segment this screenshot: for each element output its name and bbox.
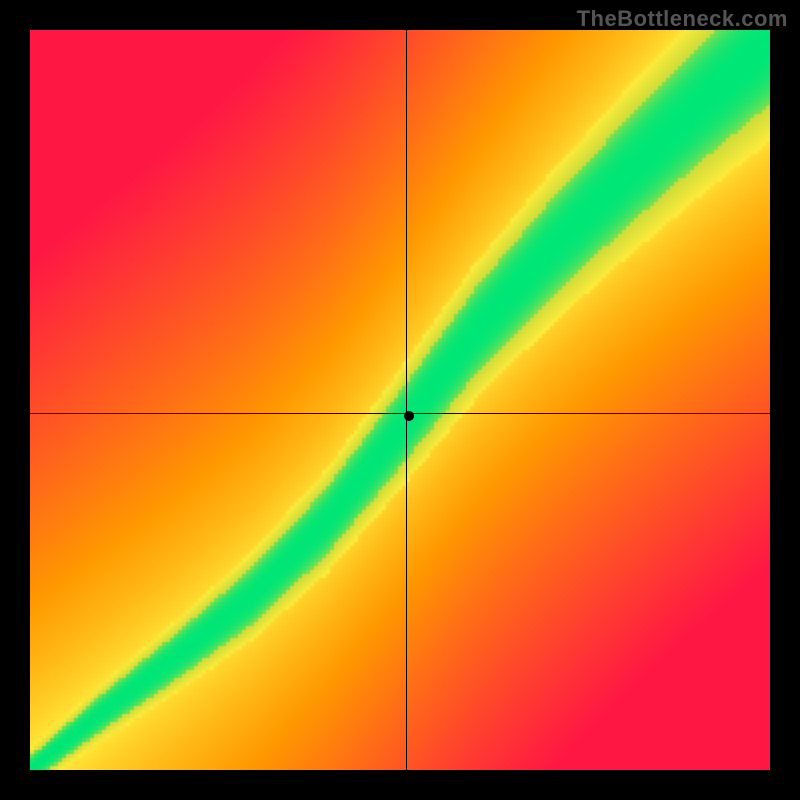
- heatmap-canvas: [30, 30, 770, 770]
- data-point-marker: [404, 411, 414, 421]
- chart-container: TheBottleneck.com: [0, 0, 800, 800]
- plot-area: [30, 30, 770, 770]
- crosshair-horizontal: [30, 413, 770, 414]
- watermark-text: TheBottleneck.com: [577, 6, 788, 32]
- crosshair-vertical: [406, 30, 407, 770]
